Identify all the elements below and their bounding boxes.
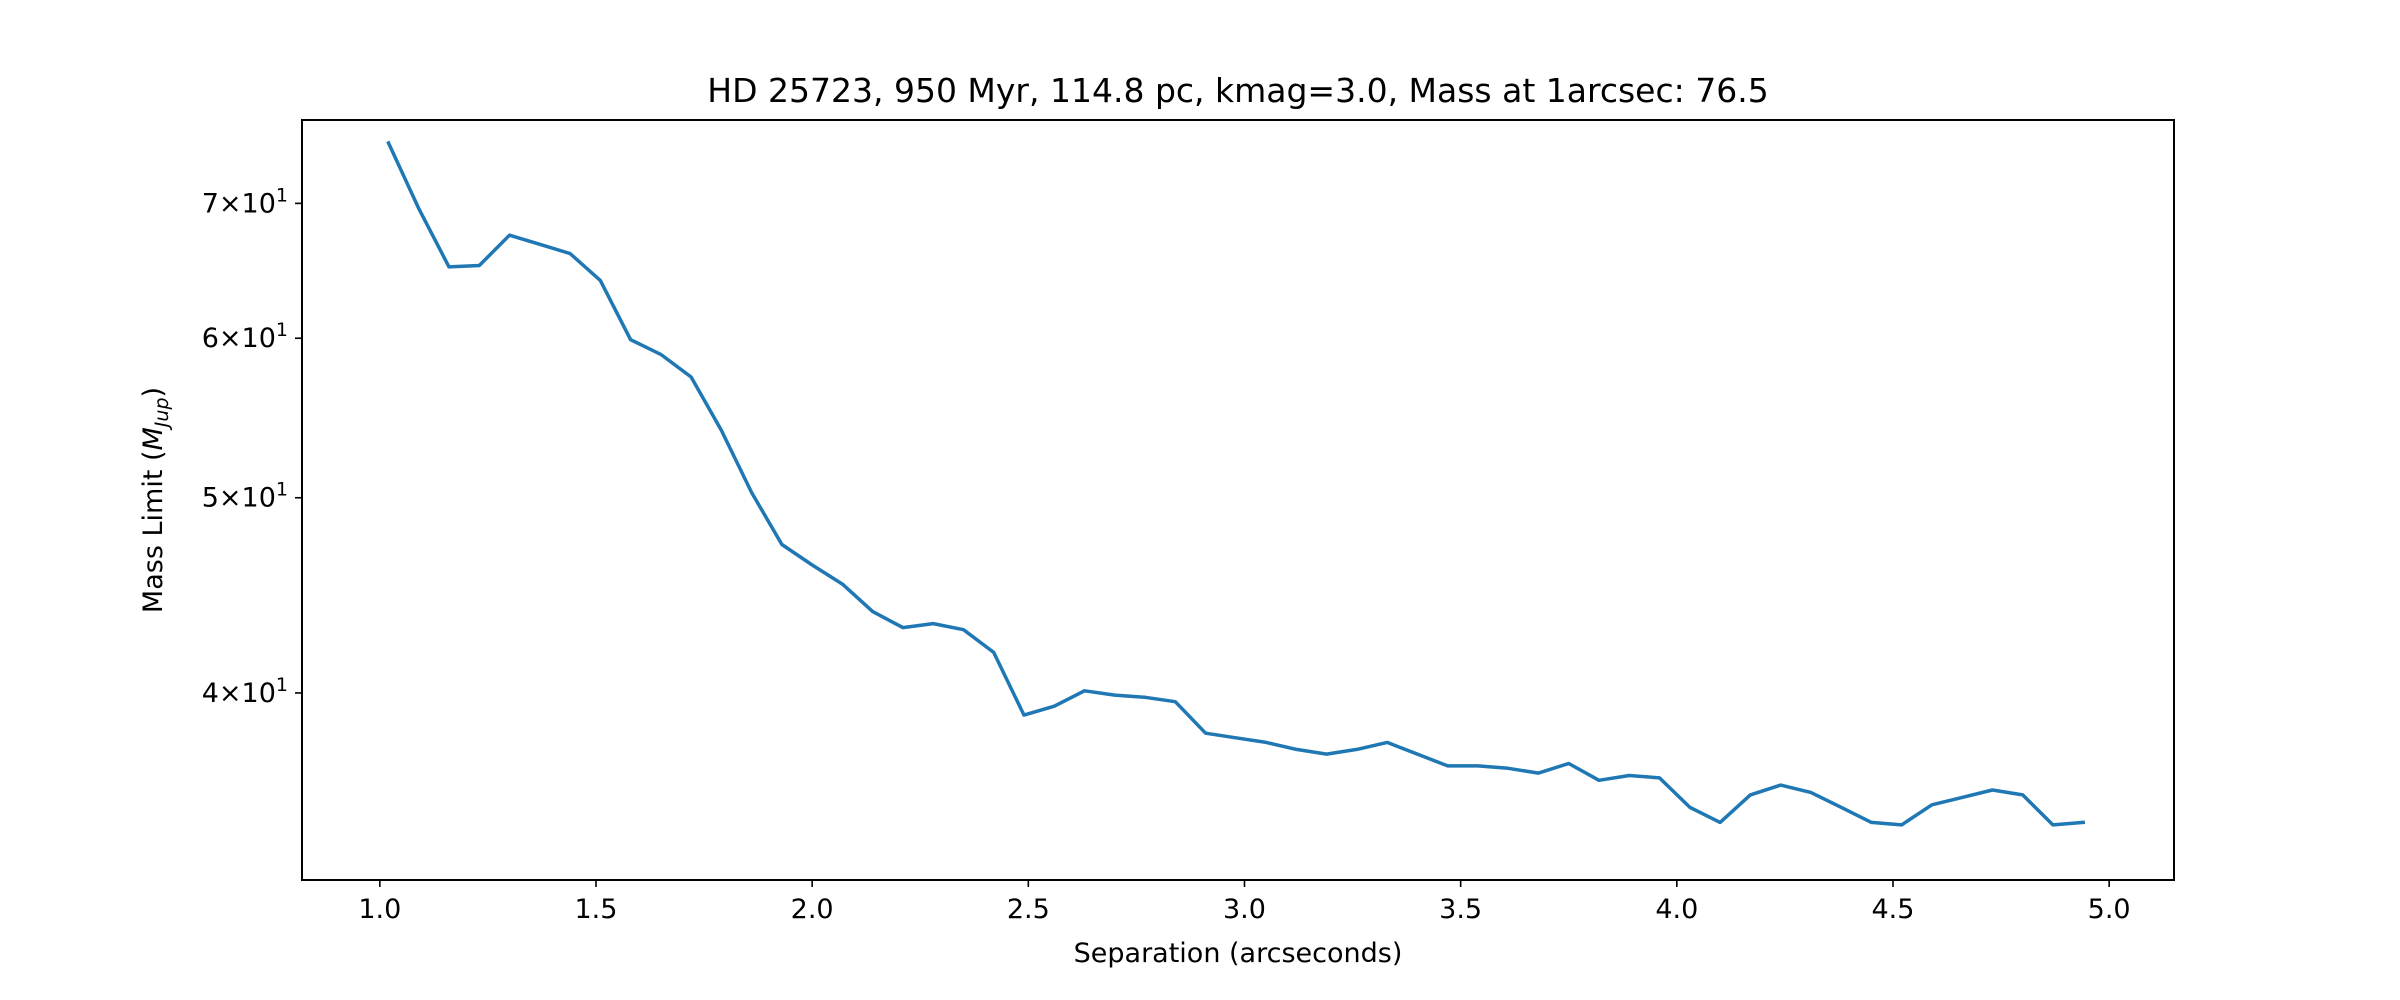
y-axis: 4×101 5×101 6×101 7×101 [202, 184, 302, 709]
x-tick-label: 1.0 [358, 894, 401, 925]
x-tick-label: 2.0 [791, 894, 834, 925]
y-tick-label: 7×101 [202, 184, 288, 219]
y-tick-label: 4×101 [202, 674, 288, 709]
x-tick-label: 4.0 [1655, 894, 1698, 925]
plot-frame [301, 119, 2175, 881]
y-tick-label: 6×101 [202, 319, 288, 354]
x-tick-label: 3.0 [1223, 894, 1266, 925]
y-axis-label-text: Mass Limit ( [138, 450, 169, 613]
y-axis-label-variable: M [138, 427, 169, 450]
y-axis-label: Mass Limit (MJup) [138, 387, 173, 613]
y-axis-label-subscript: Jup [151, 397, 173, 431]
x-tick-label: 4.5 [1872, 894, 1915, 925]
x-axis-label: Separation (arcseconds) [1074, 938, 1403, 969]
x-tick-label: 2.5 [1007, 894, 1050, 925]
y-tick-label: 5×101 [202, 479, 288, 514]
series-line [386, 140, 2086, 827]
x-tick-label: 5.0 [2088, 894, 2131, 925]
x-axis: 1.0 1.5 2.0 2.5 3.0 3.5 4.0 4.5 5.0 [358, 880, 2131, 925]
chart-title: HD 25723, 950 Myr, 114.8 pc, kmag=3.0, M… [707, 71, 1768, 110]
series-line-group [386, 140, 2086, 827]
y-axis-label-close: ) [138, 387, 169, 398]
x-tick-label: 3.5 [1439, 894, 1482, 925]
x-tick-label: 1.5 [575, 894, 618, 925]
